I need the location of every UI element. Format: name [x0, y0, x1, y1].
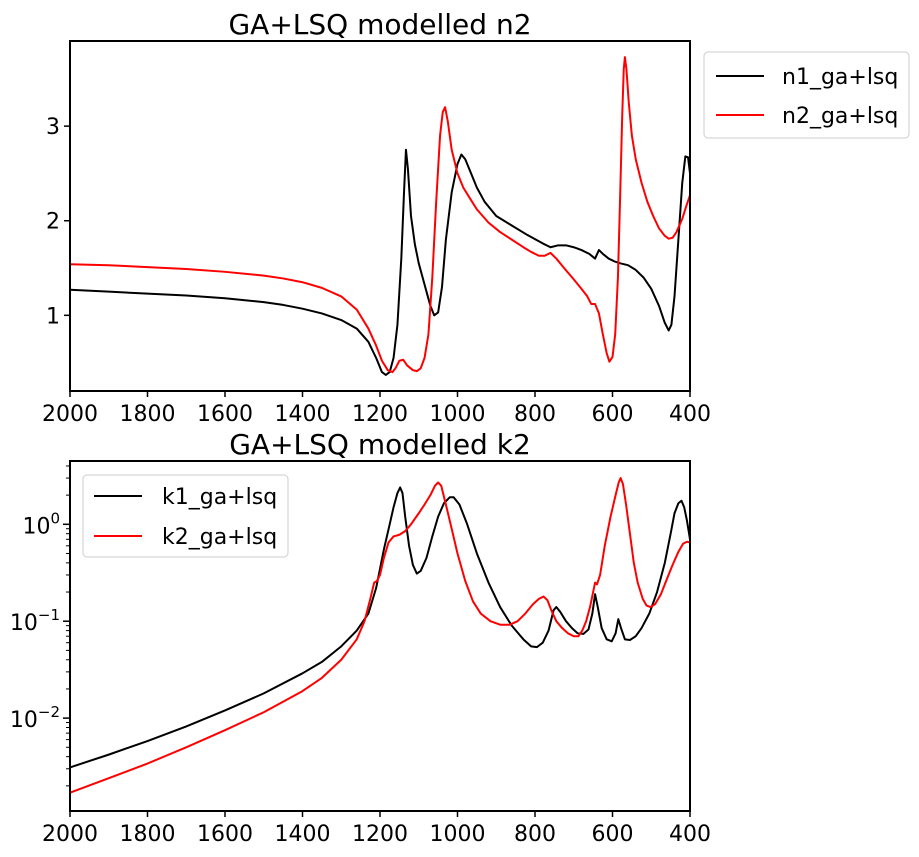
x-tick-label: 800	[514, 402, 556, 427]
series-line-n2-ga-lsq	[69, 56, 691, 374]
y-tick-label: 1	[46, 304, 60, 329]
k2-chart-ticks: 2000 1800 1600 1400 1200 1000 800 600 400 100 10−1…	[10, 465, 711, 847]
x-tick-label: 1400	[275, 822, 331, 847]
x-tick-label: 1200	[352, 402, 408, 427]
k2-chart-legend: k1_ga+lsq k2_ga+lsq	[82, 474, 289, 558]
x-tick-label: 600	[592, 402, 634, 427]
k2-chart-title: GA+LSQ modelled k2	[229, 428, 531, 461]
n2-chart-series	[69, 56, 691, 376]
series-line-k2-ga-lsq	[69, 477, 691, 794]
x-tick-label: 400	[669, 402, 711, 427]
legend-label-n2: n2_ga+lsq	[782, 104, 898, 129]
n2-chart-title: GA+LSQ modelled n2	[228, 8, 531, 41]
y-tick-label: 2	[46, 210, 60, 235]
y-tick-label: 3	[46, 115, 60, 140]
x-tick-label: 1400	[275, 402, 331, 427]
k2-chart-frame	[69, 460, 691, 812]
n2-chart: GA+LSQ modelled n2 2000 1800 1600 1400 1200 1…	[42, 8, 910, 427]
y-tick-label: 10−1	[10, 606, 60, 636]
x-tick-label: 800	[514, 822, 556, 847]
legend-box	[703, 51, 910, 139]
n2-chart-frame	[69, 40, 691, 392]
k2-chart-series	[69, 477, 691, 794]
x-tick-label: 1800	[120, 822, 176, 847]
n2-chart-legend: n1_ga+lsq n2_ga+lsq	[703, 51, 910, 139]
x-tick-label: 1600	[197, 402, 253, 427]
x-tick-label: 1200	[352, 822, 408, 847]
x-tick-label: 1800	[120, 402, 176, 427]
y-tick-label: 10−2	[10, 703, 60, 733]
x-tick-label: 400	[669, 822, 711, 847]
legend-label-k2: k2_ga+lsq	[162, 525, 277, 550]
x-tick-label: 600	[592, 822, 634, 847]
legend-label-n1: n1_ga+lsq	[782, 65, 898, 90]
n2-chart-ticks: 2000 1800 1600 1400 1200 1000 800 600 400 1 2 3	[42, 115, 711, 427]
x-tick-label: 1000	[430, 402, 486, 427]
y-tick-label: 100	[22, 509, 60, 539]
x-tick-label: 1000	[430, 822, 486, 847]
x-tick-label: 2000	[42, 402, 98, 427]
k2-chart: GA+LSQ modelled k2 2000 1800 1600 1400 1200 1…	[10, 428, 711, 847]
legend-label-k1: k1_ga+lsq	[162, 485, 277, 510]
x-tick-label: 2000	[42, 822, 98, 847]
series-line-n1-ga-lsq	[69, 148, 691, 376]
x-tick-label: 1600	[197, 822, 253, 847]
series-line-k1-ga-lsq	[69, 486, 691, 769]
